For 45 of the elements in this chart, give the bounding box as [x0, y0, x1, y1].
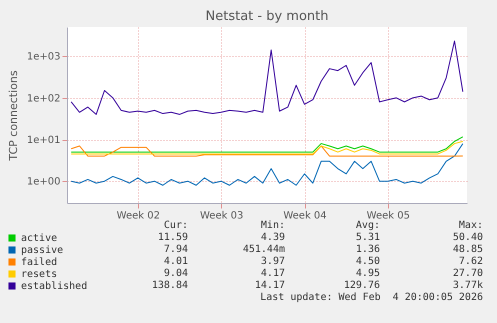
text: Last update: Wed Feb 4 20:00:05 2026: [260, 292, 483, 303]
text: 5.31: [356, 232, 380, 243]
x-tick-label: Week 04: [283, 210, 327, 222]
legend-label: passive: [21, 245, 64, 256]
text: 3.97: [260, 256, 285, 267]
text: 9.04: [164, 268, 188, 279]
text: 138.84: [152, 280, 188, 291]
x-tick-label: Week 02: [116, 210, 160, 222]
text: 27.70: [452, 268, 483, 279]
text: 1.36: [356, 244, 380, 255]
x-tick-label: Week 03: [200, 210, 244, 222]
text: 3.77k: [452, 280, 483, 291]
y-tick-label: 1e+01: [26, 135, 60, 146]
line-series: [70, 136, 464, 153]
text: 4.50: [356, 256, 380, 267]
x-tick-label: Week 05: [366, 210, 410, 222]
text: 7.94: [164, 244, 188, 255]
text: Cur:: [164, 220, 188, 231]
text: 129.76: [344, 280, 380, 291]
y-tick-label: 1e+02: [26, 93, 60, 104]
y-tick-label: 1e+03: [26, 52, 60, 63]
text: 4.95: [356, 268, 380, 279]
legend-label: active: [21, 233, 58, 244]
text: Avg:: [356, 220, 380, 231]
y-axis-title: TCP connections: [6, 70, 20, 162]
text: 11.59: [158, 232, 188, 243]
text: Min:: [260, 220, 285, 231]
legend-label: resets: [21, 269, 58, 280]
text: Max:: [458, 220, 483, 231]
line-series: [70, 40, 464, 115]
text: 4.17: [260, 268, 285, 279]
legend-label: failed: [21, 257, 58, 268]
text: 14.17: [254, 280, 285, 291]
text: 4.39: [260, 232, 285, 243]
line-series: [70, 140, 464, 154]
legend-label: established: [21, 281, 88, 292]
text: 7.62: [458, 256, 483, 267]
line-series: [70, 145, 464, 157]
y-tick-label: 1e+00: [26, 176, 60, 188]
line-series: [70, 143, 464, 186]
text: 50.40: [452, 232, 483, 243]
text: 4.01: [164, 256, 188, 267]
chart-title: Netstat - by month: [206, 9, 328, 24]
text: 451.44m: [242, 244, 285, 255]
text: 48.85: [452, 244, 483, 255]
